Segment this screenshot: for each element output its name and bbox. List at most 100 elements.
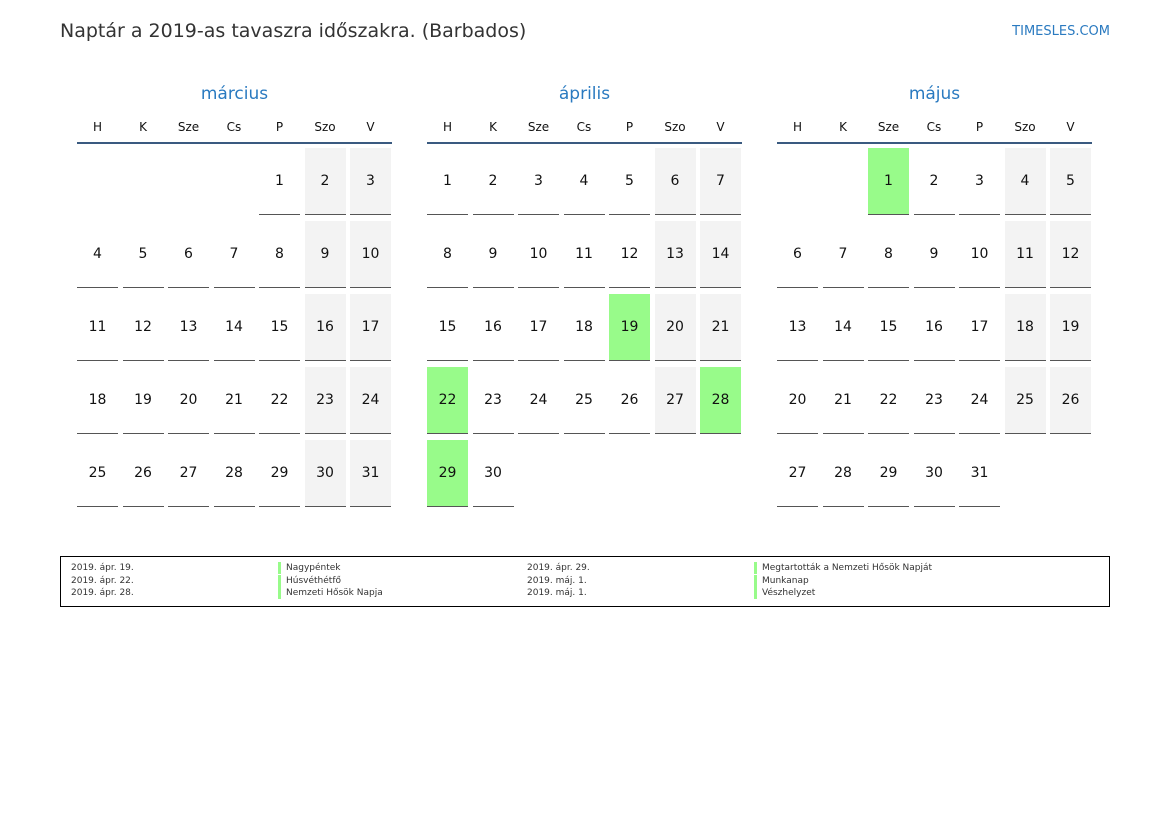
day-cell[interactable]: 9 xyxy=(913,221,955,288)
day-cell[interactable]: 10 xyxy=(959,221,1000,288)
day-cell[interactable]: 22 xyxy=(259,367,300,434)
day-cell[interactable]: 30 xyxy=(472,440,514,507)
weekday-label: Szo xyxy=(1014,120,1036,134)
day-cell[interactable]: 12 xyxy=(122,294,164,361)
day-cell[interactable]: 3 xyxy=(350,148,391,215)
day-cell[interactable]: 25 xyxy=(1004,367,1046,434)
day-cell[interactable]: 1 xyxy=(427,148,468,215)
day-cell[interactable]: 27 xyxy=(777,440,818,507)
weekday-label: V xyxy=(1066,120,1075,134)
day-cell[interactable]: 27 xyxy=(654,367,696,434)
day-cell[interactable]: 25 xyxy=(563,367,605,434)
day-cell[interactable]: 15 xyxy=(868,294,909,361)
day-cell[interactable]: 5 xyxy=(609,148,650,215)
day-cell[interactable]: 3 xyxy=(518,148,559,215)
legend-holiday-name: Húsvéthétfő xyxy=(278,574,341,587)
day-cell[interactable]: 4 xyxy=(1004,148,1046,215)
day-cell[interactable]: 23 xyxy=(304,367,346,434)
day-cell[interactable]: 31 xyxy=(959,440,1000,507)
weekday-label: K xyxy=(839,120,847,134)
day-cell[interactable]: 8 xyxy=(259,221,300,288)
day-cell[interactable]: 13 xyxy=(168,294,209,361)
day-cell[interactable]: 3 xyxy=(959,148,1000,215)
day-cell[interactable]: 15 xyxy=(427,294,468,361)
day-cell[interactable]: 16 xyxy=(472,294,514,361)
day-cell[interactable]: 4 xyxy=(563,148,605,215)
weekday-label: Sze xyxy=(177,120,200,134)
day-cell[interactable]: 28 xyxy=(822,440,864,507)
month-0: március H K Sze Cs P Szo V 1 2 3 4 5 6 7 8 9 10 11 12 13 14 15… xyxy=(77,84,392,507)
day-cell[interactable]: 16 xyxy=(913,294,955,361)
day-cell[interactable]: 8 xyxy=(427,221,468,288)
day-cell[interactable]: 10 xyxy=(350,221,391,288)
day-cell[interactable]: 4 xyxy=(77,221,118,288)
day-cell[interactable]: 14 xyxy=(700,221,741,288)
day-cell[interactable]: 24 xyxy=(959,367,1000,434)
day-cell[interactable]: 1 xyxy=(259,148,300,215)
day-cell[interactable]: 16 xyxy=(304,294,346,361)
day-cell[interactable]: 19 xyxy=(122,367,164,434)
day-cell[interactable]: 2 xyxy=(913,148,955,215)
day-cell[interactable]: 6 xyxy=(654,148,696,215)
day-cell[interactable]: 29 xyxy=(427,440,468,507)
day-cell[interactable]: 26 xyxy=(1050,367,1091,434)
day-cell[interactable]: 18 xyxy=(563,294,605,361)
day-cell[interactable]: 9 xyxy=(472,221,514,288)
day-cell[interactable]: 18 xyxy=(77,367,118,434)
day-cell[interactable]: 29 xyxy=(868,440,909,507)
day-cell[interactable]: 15 xyxy=(259,294,300,361)
day-cell[interactable]: 10 xyxy=(518,221,559,288)
day-cell[interactable]: 17 xyxy=(959,294,1000,361)
day-cell[interactable]: 20 xyxy=(168,367,209,434)
day-cell[interactable]: 11 xyxy=(1004,221,1046,288)
day-cell[interactable]: 1 xyxy=(868,148,909,215)
day-cell[interactable]: 18 xyxy=(1004,294,1046,361)
day-cell[interactable]: 21 xyxy=(822,367,864,434)
day-cell[interactable]: 8 xyxy=(868,221,909,288)
day-cell[interactable]: 14 xyxy=(213,294,255,361)
day-cell[interactable]: 27 xyxy=(168,440,209,507)
day-cell[interactable]: 11 xyxy=(563,221,605,288)
day-cell[interactable]: 9 xyxy=(304,221,346,288)
brand-link[interactable]: TIMESLES.COM xyxy=(1012,24,1110,39)
day-cell[interactable]: 24 xyxy=(518,367,559,434)
day-cell[interactable]: 21 xyxy=(700,294,741,361)
day-cell[interactable]: 26 xyxy=(609,367,650,434)
day-cell[interactable]: 20 xyxy=(654,294,696,361)
day-cell[interactable]: 6 xyxy=(168,221,209,288)
day-cell[interactable]: 23 xyxy=(472,367,514,434)
day-cell[interactable]: 24 xyxy=(350,367,391,434)
day-cell[interactable]: 14 xyxy=(822,294,864,361)
day-cell[interactable]: 5 xyxy=(1050,148,1091,215)
day-cell[interactable]: 21 xyxy=(213,367,255,434)
day-cell[interactable]: 2 xyxy=(304,148,346,215)
day-cell[interactable]: 11 xyxy=(77,294,118,361)
day-cell[interactable]: 17 xyxy=(518,294,559,361)
day-cell[interactable]: 2 xyxy=(472,148,514,215)
day-cell[interactable]: 22 xyxy=(427,367,468,434)
day-cell[interactable]: 13 xyxy=(654,221,696,288)
legend-holiday-name: Nemzeti Hősök Napja xyxy=(278,587,383,599)
day-cell[interactable]: 6 xyxy=(777,221,818,288)
day-cell[interactable]: 30 xyxy=(304,440,346,507)
day-cell[interactable]: 13 xyxy=(777,294,818,361)
day-cell[interactable]: 20 xyxy=(777,367,818,434)
day-cell[interactable]: 12 xyxy=(1050,221,1091,288)
day-cell[interactable]: 7 xyxy=(213,221,255,288)
day-cell[interactable]: 19 xyxy=(1050,294,1091,361)
day-cell[interactable]: 25 xyxy=(77,440,118,507)
day-cell[interactable]: 23 xyxy=(913,367,955,434)
day-cell[interactable]: 30 xyxy=(913,440,955,507)
day-cell[interactable]: 12 xyxy=(609,221,650,288)
day-cell[interactable]: 31 xyxy=(350,440,391,507)
day-cell[interactable]: 26 xyxy=(122,440,164,507)
day-cell[interactable]: 7 xyxy=(700,148,741,215)
day-cell[interactable]: 17 xyxy=(350,294,391,361)
day-cell[interactable]: 7 xyxy=(822,221,864,288)
day-cell[interactable]: 5 xyxy=(122,221,164,288)
day-cell[interactable]: 28 xyxy=(700,367,741,434)
day-cell[interactable]: 22 xyxy=(868,367,909,434)
day-cell[interactable]: 28 xyxy=(213,440,255,507)
day-cell[interactable]: 19 xyxy=(609,294,650,361)
day-cell[interactable]: 29 xyxy=(259,440,300,507)
